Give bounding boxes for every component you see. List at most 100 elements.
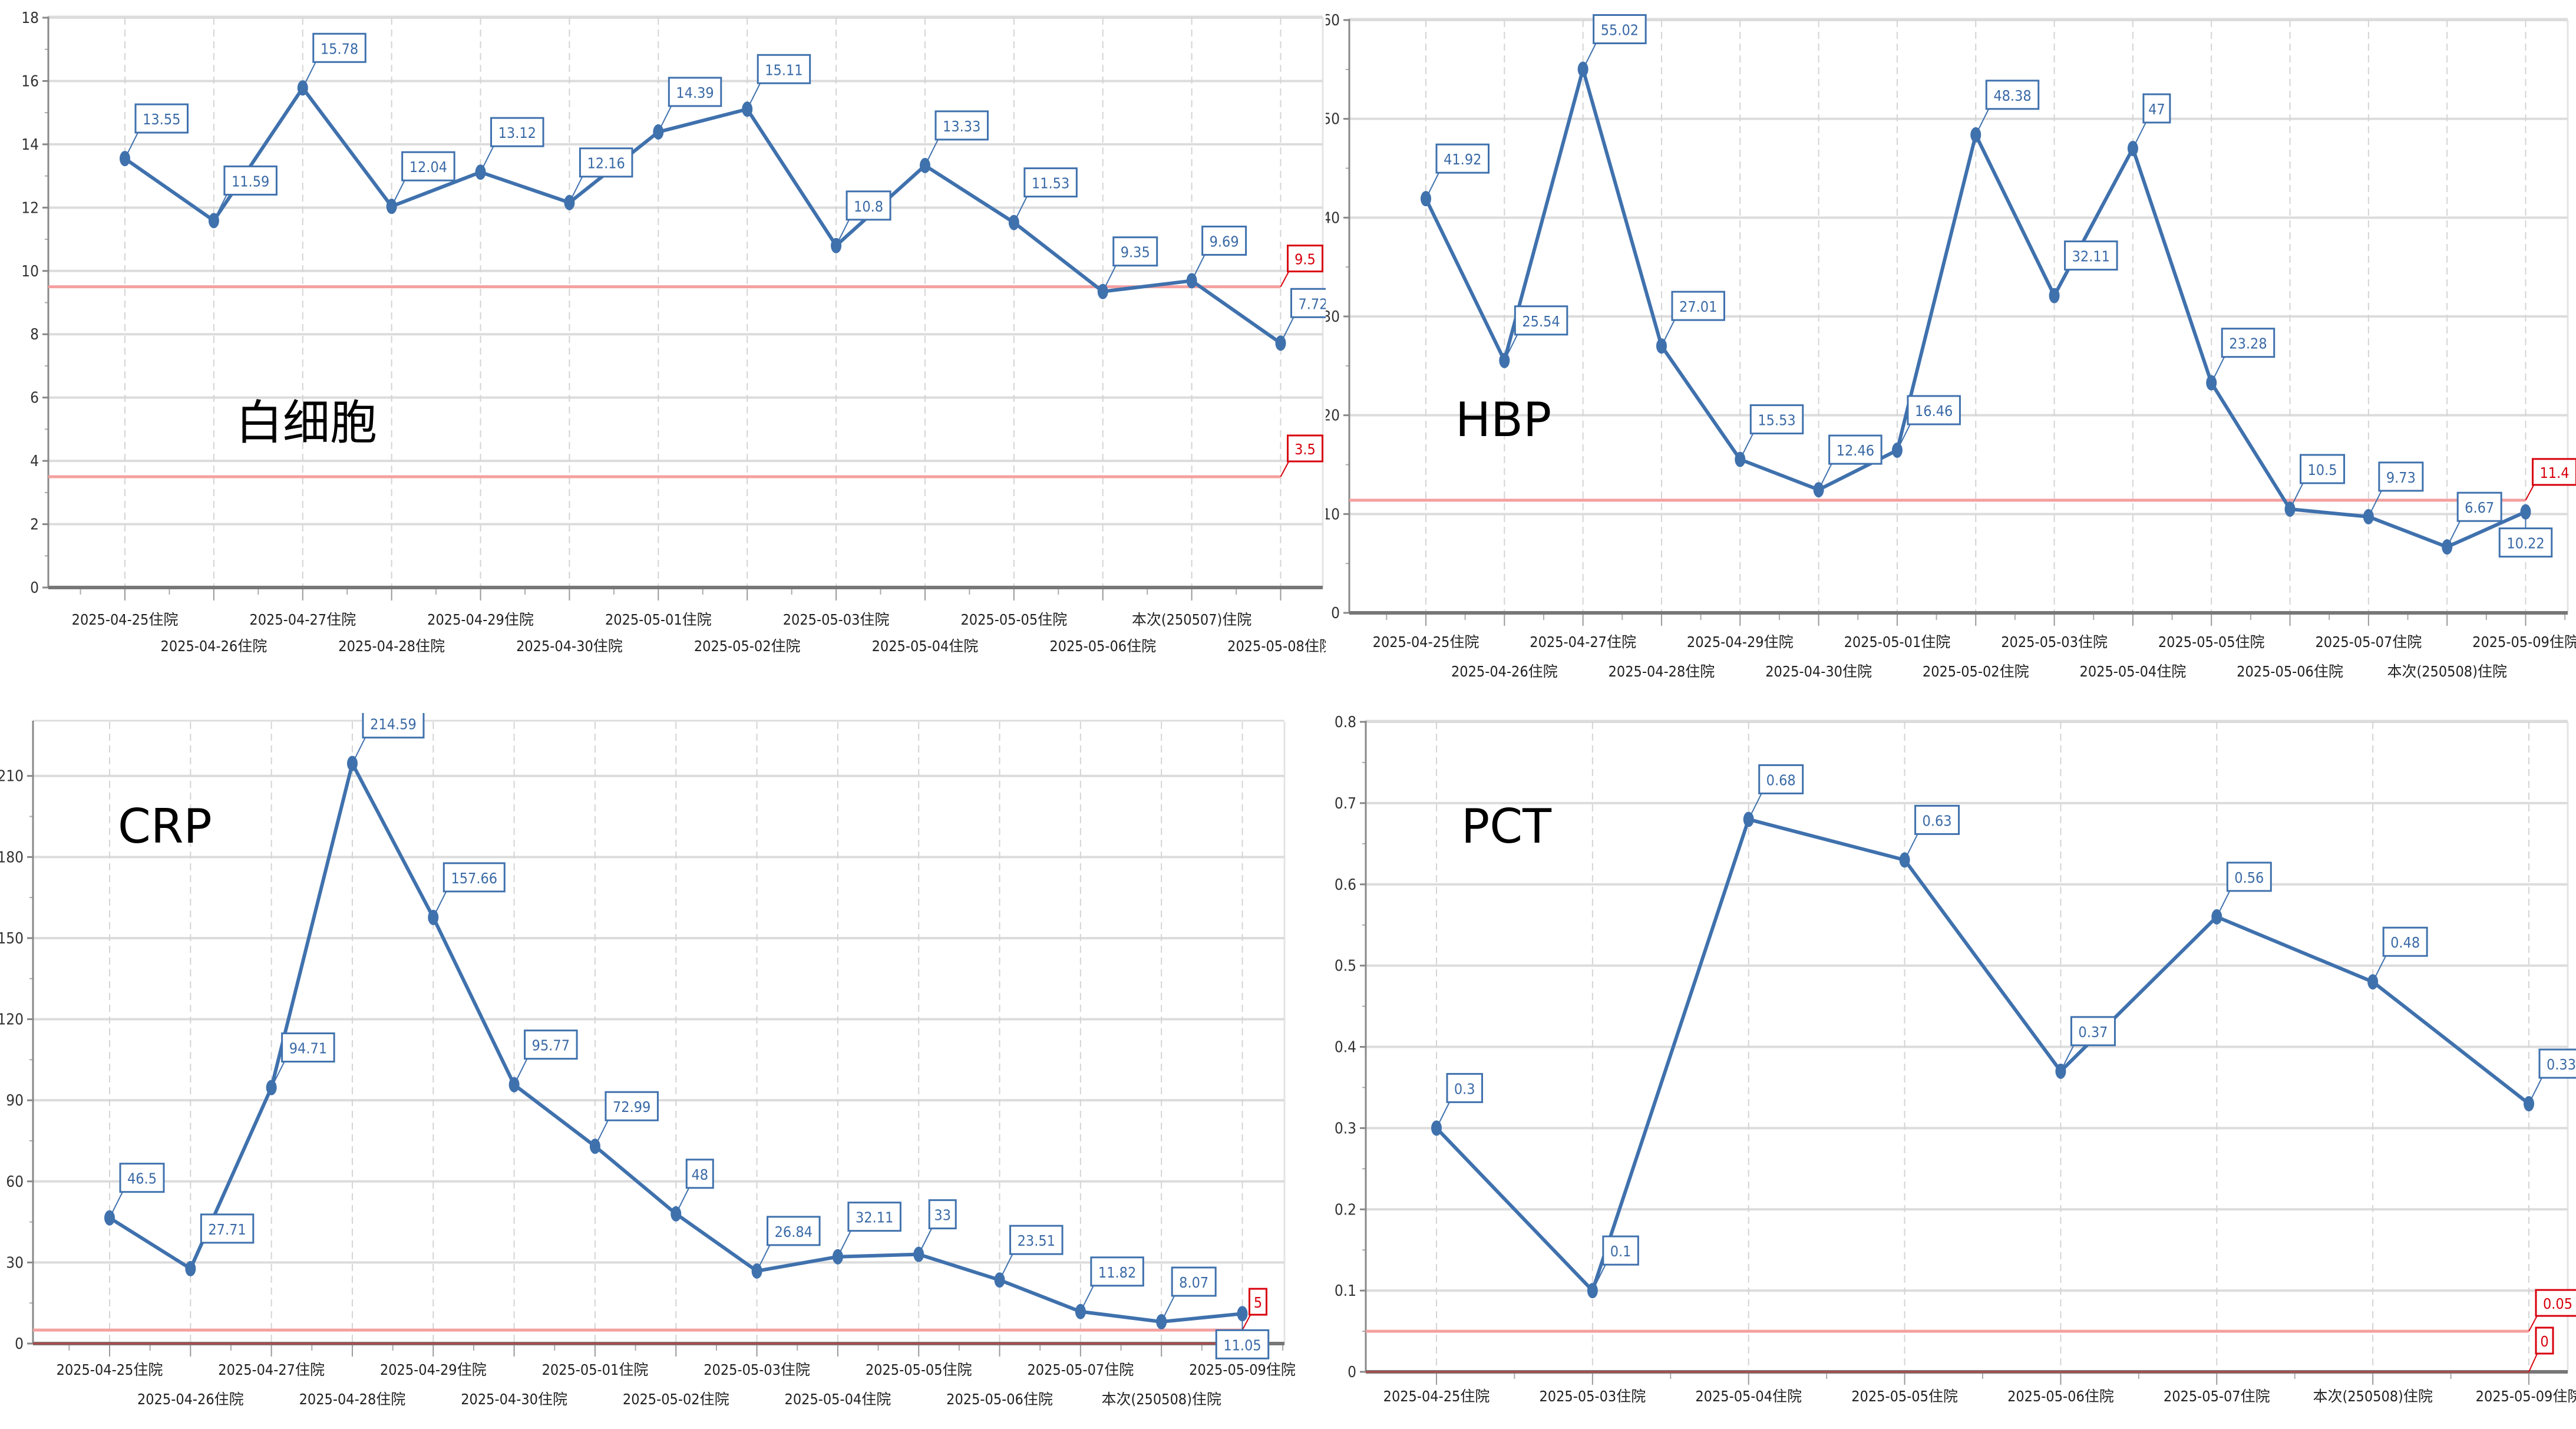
- reference-label: 0.05: [2543, 1295, 2572, 1312]
- x-tick-label: 2025-05-04住院: [785, 1391, 891, 1408]
- x-tick-label: 2025-05-09住院: [2472, 633, 2576, 651]
- y-tick-label: 16: [21, 72, 39, 90]
- value-leader: [2529, 1078, 2542, 1104]
- value-label: 13.12: [498, 124, 536, 141]
- reference-label: 0: [2540, 1333, 2548, 1350]
- y-tick-label: 0.6: [1335, 876, 1356, 894]
- value-label: 23.51: [1018, 1232, 1055, 1249]
- y-tick-label: 120: [0, 1011, 24, 1029]
- chart-title: PCT: [1461, 799, 1552, 854]
- y-tick-label: 40: [1326, 209, 1340, 227]
- data-point: [752, 1263, 762, 1279]
- value-label: 0.48: [2390, 934, 2420, 951]
- value-label: 48.38: [1993, 87, 2031, 104]
- value-label: 157.66: [451, 870, 497, 887]
- x-tick-label: 2025-05-02住院: [1923, 663, 2029, 680]
- chart-crp-svg: 03060901201501802102025-04-25住院2025-04-2…: [0, 713, 1326, 1427]
- value-label: 12.16: [587, 155, 625, 172]
- value-label: 214.59: [370, 716, 417, 733]
- value-leader: [1426, 173, 1439, 199]
- y-tick-label: 6: [30, 390, 39, 407]
- x-tick-label: 2025-05-07住院: [2316, 633, 2422, 651]
- value-leader: [2290, 483, 2303, 509]
- x-tick-label: 2025-05-07住院: [1028, 1361, 1134, 1378]
- value-leader: [433, 892, 446, 918]
- value-leader: [514, 1059, 527, 1085]
- data-point: [2211, 909, 2222, 925]
- chart-wbc-svg: 0246810121416182025-04-25住院2025-04-26住院2…: [0, 0, 1326, 695]
- x-tick-label: 2025-04-30住院: [1765, 663, 1872, 680]
- value-label: 11.82: [1098, 1264, 1136, 1281]
- x-tick-label: 2025-04-27住院: [218, 1361, 325, 1378]
- value-leader: [2217, 891, 2230, 917]
- value-leader: [1161, 1296, 1174, 1322]
- x-tick-label: 2025-04-30住院: [461, 1391, 567, 1408]
- y-tick-label: 50: [1326, 111, 1340, 128]
- reference-label: 11.4: [2539, 464, 2569, 481]
- data-point: [1900, 852, 1910, 867]
- y-tick-label: 0: [30, 579, 39, 597]
- y-tick-label: 2: [30, 516, 39, 534]
- value-label: 15.53: [1758, 412, 1795, 429]
- y-tick-label: 0.2: [1335, 1201, 1356, 1219]
- value-leader: [303, 62, 316, 88]
- x-tick-label: 2025-05-04住院: [872, 638, 979, 655]
- x-tick-label: 2025-04-26住院: [1451, 663, 1558, 680]
- x-tick-label: 本次(250508)住院: [2313, 1388, 2432, 1405]
- y-tick-label: 0.7: [1335, 795, 1356, 813]
- value-label: 47: [2148, 101, 2165, 118]
- value-label: 0.56: [2234, 869, 2264, 886]
- value-label: 10.22: [2506, 535, 2544, 552]
- x-tick-label: 2025-05-09住院: [2476, 1388, 2576, 1405]
- value-label: 23.28: [2229, 335, 2267, 352]
- value-leader: [1014, 197, 1027, 223]
- value-leader: [747, 83, 760, 109]
- y-tick-label: 10: [21, 263, 39, 280]
- x-tick-label: 2025-04-25住院: [72, 611, 179, 628]
- value-label: 8.07: [1179, 1274, 1208, 1291]
- value-leader: [1662, 320, 1675, 346]
- x-tick-label: 2025-05-05住院: [866, 1361, 972, 1378]
- x-tick-label: 本次(250508)住院: [2387, 663, 2506, 680]
- x-tick-label: 2025-05-06住院: [946, 1391, 1053, 1408]
- value-leader: [757, 1245, 770, 1271]
- y-tick-label: 150: [0, 930, 24, 948]
- y-tick-label: 4: [30, 453, 39, 470]
- x-tick-label: 2025-04-26住院: [161, 638, 267, 655]
- value-leader: [1749, 793, 1762, 819]
- x-tick-label: 2025-04-29住院: [380, 1361, 487, 1378]
- series-line: [125, 88, 1281, 343]
- value-label: 9.35: [1121, 244, 1150, 261]
- value-label: 0.68: [1766, 771, 1796, 788]
- x-tick-label: 2025-05-05住院: [2158, 633, 2265, 651]
- value-label: 12.46: [1837, 442, 1874, 459]
- value-label: 9.73: [2386, 469, 2416, 486]
- value-leader: [1976, 109, 1989, 135]
- chart-title: CRP: [118, 799, 212, 854]
- x-tick-label: 2025-05-06住院: [2237, 663, 2343, 680]
- value-leader: [1436, 1102, 1449, 1128]
- y-tick-label: 90: [6, 1092, 24, 1110]
- x-tick-label: 2025-05-01住院: [1844, 633, 1951, 651]
- value-label: 13.33: [943, 118, 980, 135]
- chart-title: 白细胞: [236, 395, 377, 450]
- x-tick-label: 2025-04-25住院: [57, 1361, 163, 1378]
- value-label: 41.92: [1444, 151, 1481, 168]
- x-tick-label: 2025-05-03住院: [2001, 633, 2108, 651]
- x-tick-label: 2025-04-30住院: [516, 638, 623, 655]
- x-tick-label: 2025-05-07住院: [2164, 1388, 2270, 1405]
- x-tick-label: 2025-04-29住院: [1687, 633, 1794, 651]
- value-label: 10.5: [2308, 461, 2337, 478]
- y-tick-label: 0.1: [1335, 1282, 1356, 1300]
- y-tick-label: 30: [1326, 308, 1340, 326]
- x-tick-label: 本次(250507)住院: [1132, 611, 1251, 628]
- data-point: [2285, 501, 2296, 517]
- value-leader: [676, 1188, 689, 1214]
- value-label: 27.01: [1679, 298, 1717, 315]
- value-label: 72.99: [613, 1098, 650, 1116]
- value-leader: [125, 133, 138, 159]
- value-label: 10.8: [854, 198, 883, 215]
